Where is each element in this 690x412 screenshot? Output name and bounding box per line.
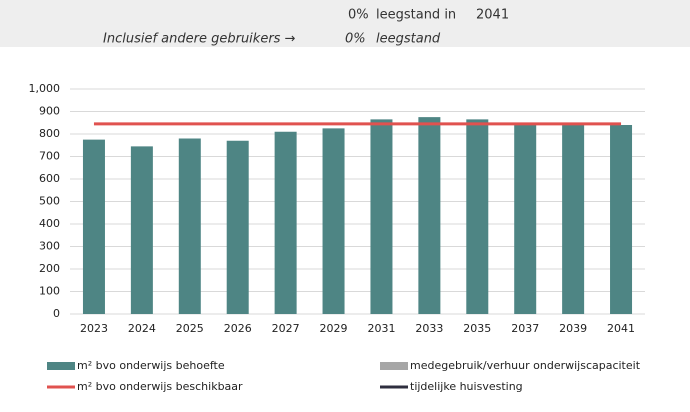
legend-label: m² bvo onderwijs beschikbaar — [77, 380, 243, 393]
bar — [130, 146, 153, 314]
x-tick-label: 2024 — [128, 322, 156, 335]
legend-swatch — [380, 362, 408, 370]
x-tick-label: 2041 — [607, 322, 635, 335]
y-tick-label: 400 — [39, 217, 60, 230]
x-tick-label: 2025 — [176, 322, 204, 335]
header-text: leegstand — [376, 32, 441, 47]
bar — [562, 122, 585, 314]
x-tick-label: 2035 — [463, 322, 491, 335]
bar — [226, 140, 249, 314]
y-tick-label: 0 — [53, 307, 60, 320]
y-tick-label: 800 — [39, 127, 60, 140]
x-tick-label: 2037 — [511, 322, 539, 335]
header-text: leegstand in — [376, 8, 456, 23]
y-tick-label: 600 — [39, 172, 60, 185]
y-tick-label: 100 — [39, 285, 60, 298]
y-tick-label: 1,000 — [29, 82, 61, 95]
bar — [274, 131, 297, 314]
x-tick-label: 2027 — [272, 322, 300, 335]
legend-swatch — [47, 362, 75, 370]
bar — [178, 138, 201, 314]
legend-label: medegebruik/verhuur onderwijscapaciteit — [410, 359, 641, 372]
x-tick-label: 2031 — [367, 322, 395, 335]
y-tick-label: 200 — [39, 262, 60, 275]
header-text: 2041 — [476, 8, 509, 23]
header-text: 0% — [348, 8, 369, 23]
y-tick-label: 900 — [39, 105, 60, 118]
bar — [370, 119, 393, 314]
legend-label: tijdelijke huisvesting — [410, 380, 523, 393]
bar — [610, 125, 633, 314]
y-tick-label: 300 — [39, 240, 60, 253]
x-tick-label: 2026 — [224, 322, 252, 335]
bar — [82, 139, 105, 314]
x-tick-label: 2039 — [559, 322, 587, 335]
x-tick-label: 2023 — [80, 322, 108, 335]
x-tick-label: 2029 — [320, 322, 348, 335]
y-tick-label: 700 — [39, 150, 60, 163]
y-tick-label: 500 — [39, 195, 60, 208]
x-tick-label: 2033 — [415, 322, 443, 335]
header-band — [0, 0, 690, 47]
header-text: 0% — [345, 32, 366, 47]
bar — [418, 117, 441, 314]
legend-label: m² bvo onderwijs behoefte — [77, 359, 225, 372]
header-text: Inclusief andere gebruikers → — [103, 32, 296, 47]
bar — [466, 119, 489, 314]
bar — [322, 128, 345, 314]
bar — [514, 122, 537, 314]
